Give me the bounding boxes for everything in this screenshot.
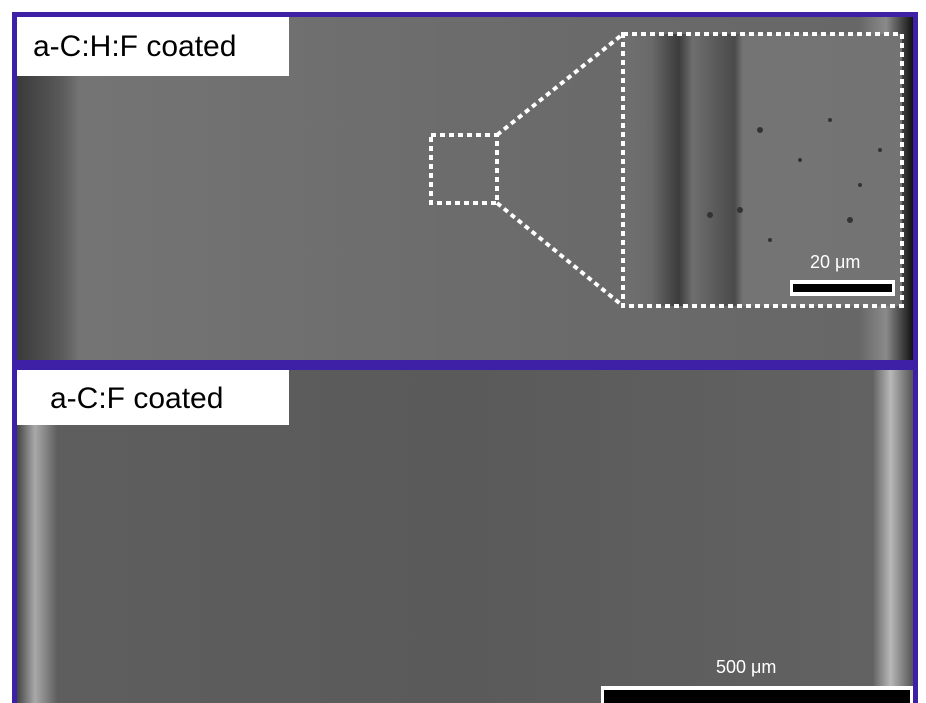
panel-label: a-C:F coated [50, 382, 223, 415]
scale-bar [793, 284, 892, 292]
scale-bar [604, 690, 910, 703]
figure: a-C:H:F coated a-C:F coated 20 μm 500 μm [0, 0, 926, 703]
page: a-C:H:F coated a-C:F coated 20 μm 500 μm… [0, 0, 926, 703]
scale-bar-label: 20 μm [810, 252, 860, 272]
panel-label: a-C:H:F coated [33, 30, 236, 63]
scale-bar-label: 500 μm [716, 657, 776, 677]
